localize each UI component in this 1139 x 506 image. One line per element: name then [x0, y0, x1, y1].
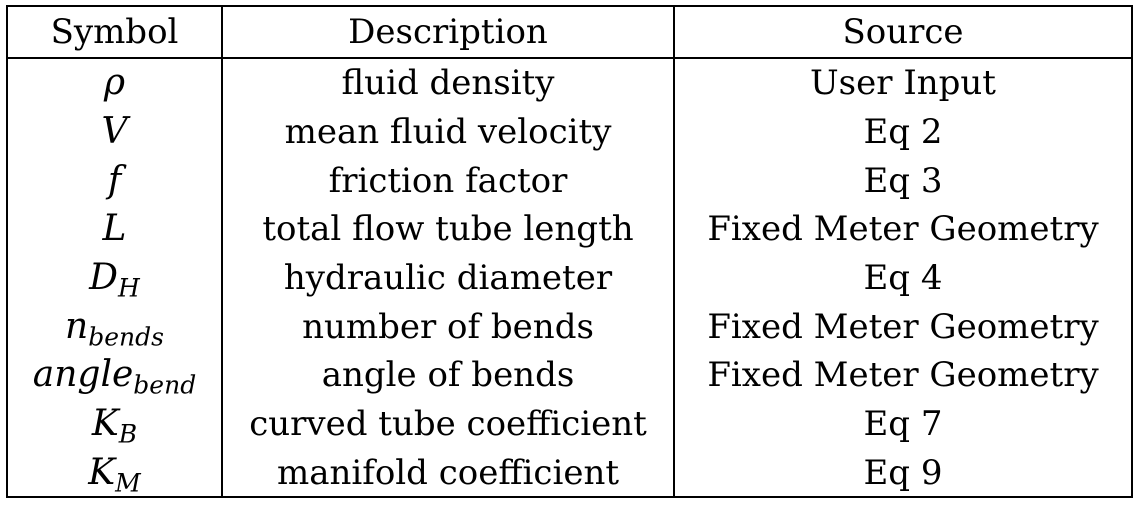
description-cell: friction factor — [222, 156, 675, 206]
source-cell: Eq 2 — [863, 112, 943, 153]
symbol-main: K — [88, 451, 116, 493]
symbol-cell: KM — [8, 448, 223, 498]
header-symbol: Symbol — [8, 7, 223, 59]
description-cell: angle of bends — [222, 351, 675, 400]
source-cell: User Input — [810, 63, 996, 104]
symbol-main: n — [65, 305, 89, 347]
symbol-subscript: H — [118, 273, 140, 303]
description-cell: total flow tube length — [222, 205, 675, 254]
source-cell: Eq 3 — [863, 160, 943, 201]
source-cell: Eq 9 — [863, 452, 943, 493]
table-row: KM manifold coefficient Eq 9 — [8, 448, 1131, 498]
table-row: ρ fluid density User Input — [8, 58, 1131, 108]
symbol-cell: ρ — [8, 58, 223, 108]
table-row: nbends number of bends Fixed Meter Geome… — [8, 302, 1131, 352]
table-row: f friction factor Eq 3 — [8, 156, 1131, 206]
source-cell: Fixed Meter Geometry — [707, 355, 1099, 396]
symbol-table: Symbol Description Source ρ fluid densit… — [6, 5, 1133, 498]
description-cell: curved tube coefficient — [222, 399, 675, 449]
header-source: Source — [674, 7, 1131, 59]
header-description: Description — [222, 7, 675, 59]
symbol-cell: anglebend — [8, 351, 223, 400]
symbol-main: f — [107, 159, 122, 201]
table-row: L total flow tube length Fixed Meter Geo… — [8, 205, 1131, 254]
table-row: DH hydraulic diameter Eq 4 — [8, 253, 1131, 303]
symbol-subscript: B — [118, 419, 138, 449]
description-cell: manifold coefficient — [222, 448, 675, 498]
symbol-main: angle — [32, 354, 134, 396]
symbol-cell: nbends — [8, 302, 223, 352]
symbol-main: K — [91, 403, 119, 445]
symbol-subscript: M — [115, 468, 141, 498]
symbol-cell: DH — [8, 253, 223, 303]
source-cell: Eq 4 — [863, 258, 943, 299]
table-row: anglebend angle of bends Fixed Meter Geo… — [8, 351, 1131, 400]
source-cell: Fixed Meter Geometry — [707, 306, 1099, 347]
description-cell: fluid density — [222, 58, 675, 108]
symbol-main: L — [102, 208, 127, 250]
symbol-main: ρ — [103, 62, 126, 104]
symbol-cell: f — [8, 156, 223, 206]
symbol-subscript: bends — [88, 322, 164, 352]
symbol-cell: L — [8, 205, 223, 254]
symbol-cell: V — [8, 107, 223, 157]
source-cell: Fixed Meter Geometry — [707, 209, 1099, 250]
symbol-subscript: bend — [133, 370, 197, 400]
symbol-cell: KB — [8, 399, 223, 449]
symbol-main: V — [101, 111, 128, 153]
description-cell: hydraulic diameter — [222, 253, 675, 303]
source-cell: Eq 7 — [863, 404, 943, 445]
table-row: KB curved tube coefficient Eq 7 — [8, 399, 1131, 449]
table-row: V mean fluid velocity Eq 2 — [8, 107, 1131, 157]
symbol-main: D — [89, 257, 119, 299]
symbol-table-grid: Symbol Description Source ρ fluid densit… — [8, 7, 1131, 498]
table-header-row: Symbol Description Source — [8, 7, 1131, 59]
description-cell: mean fluid velocity — [222, 107, 675, 157]
description-cell: number of bends — [222, 302, 675, 352]
